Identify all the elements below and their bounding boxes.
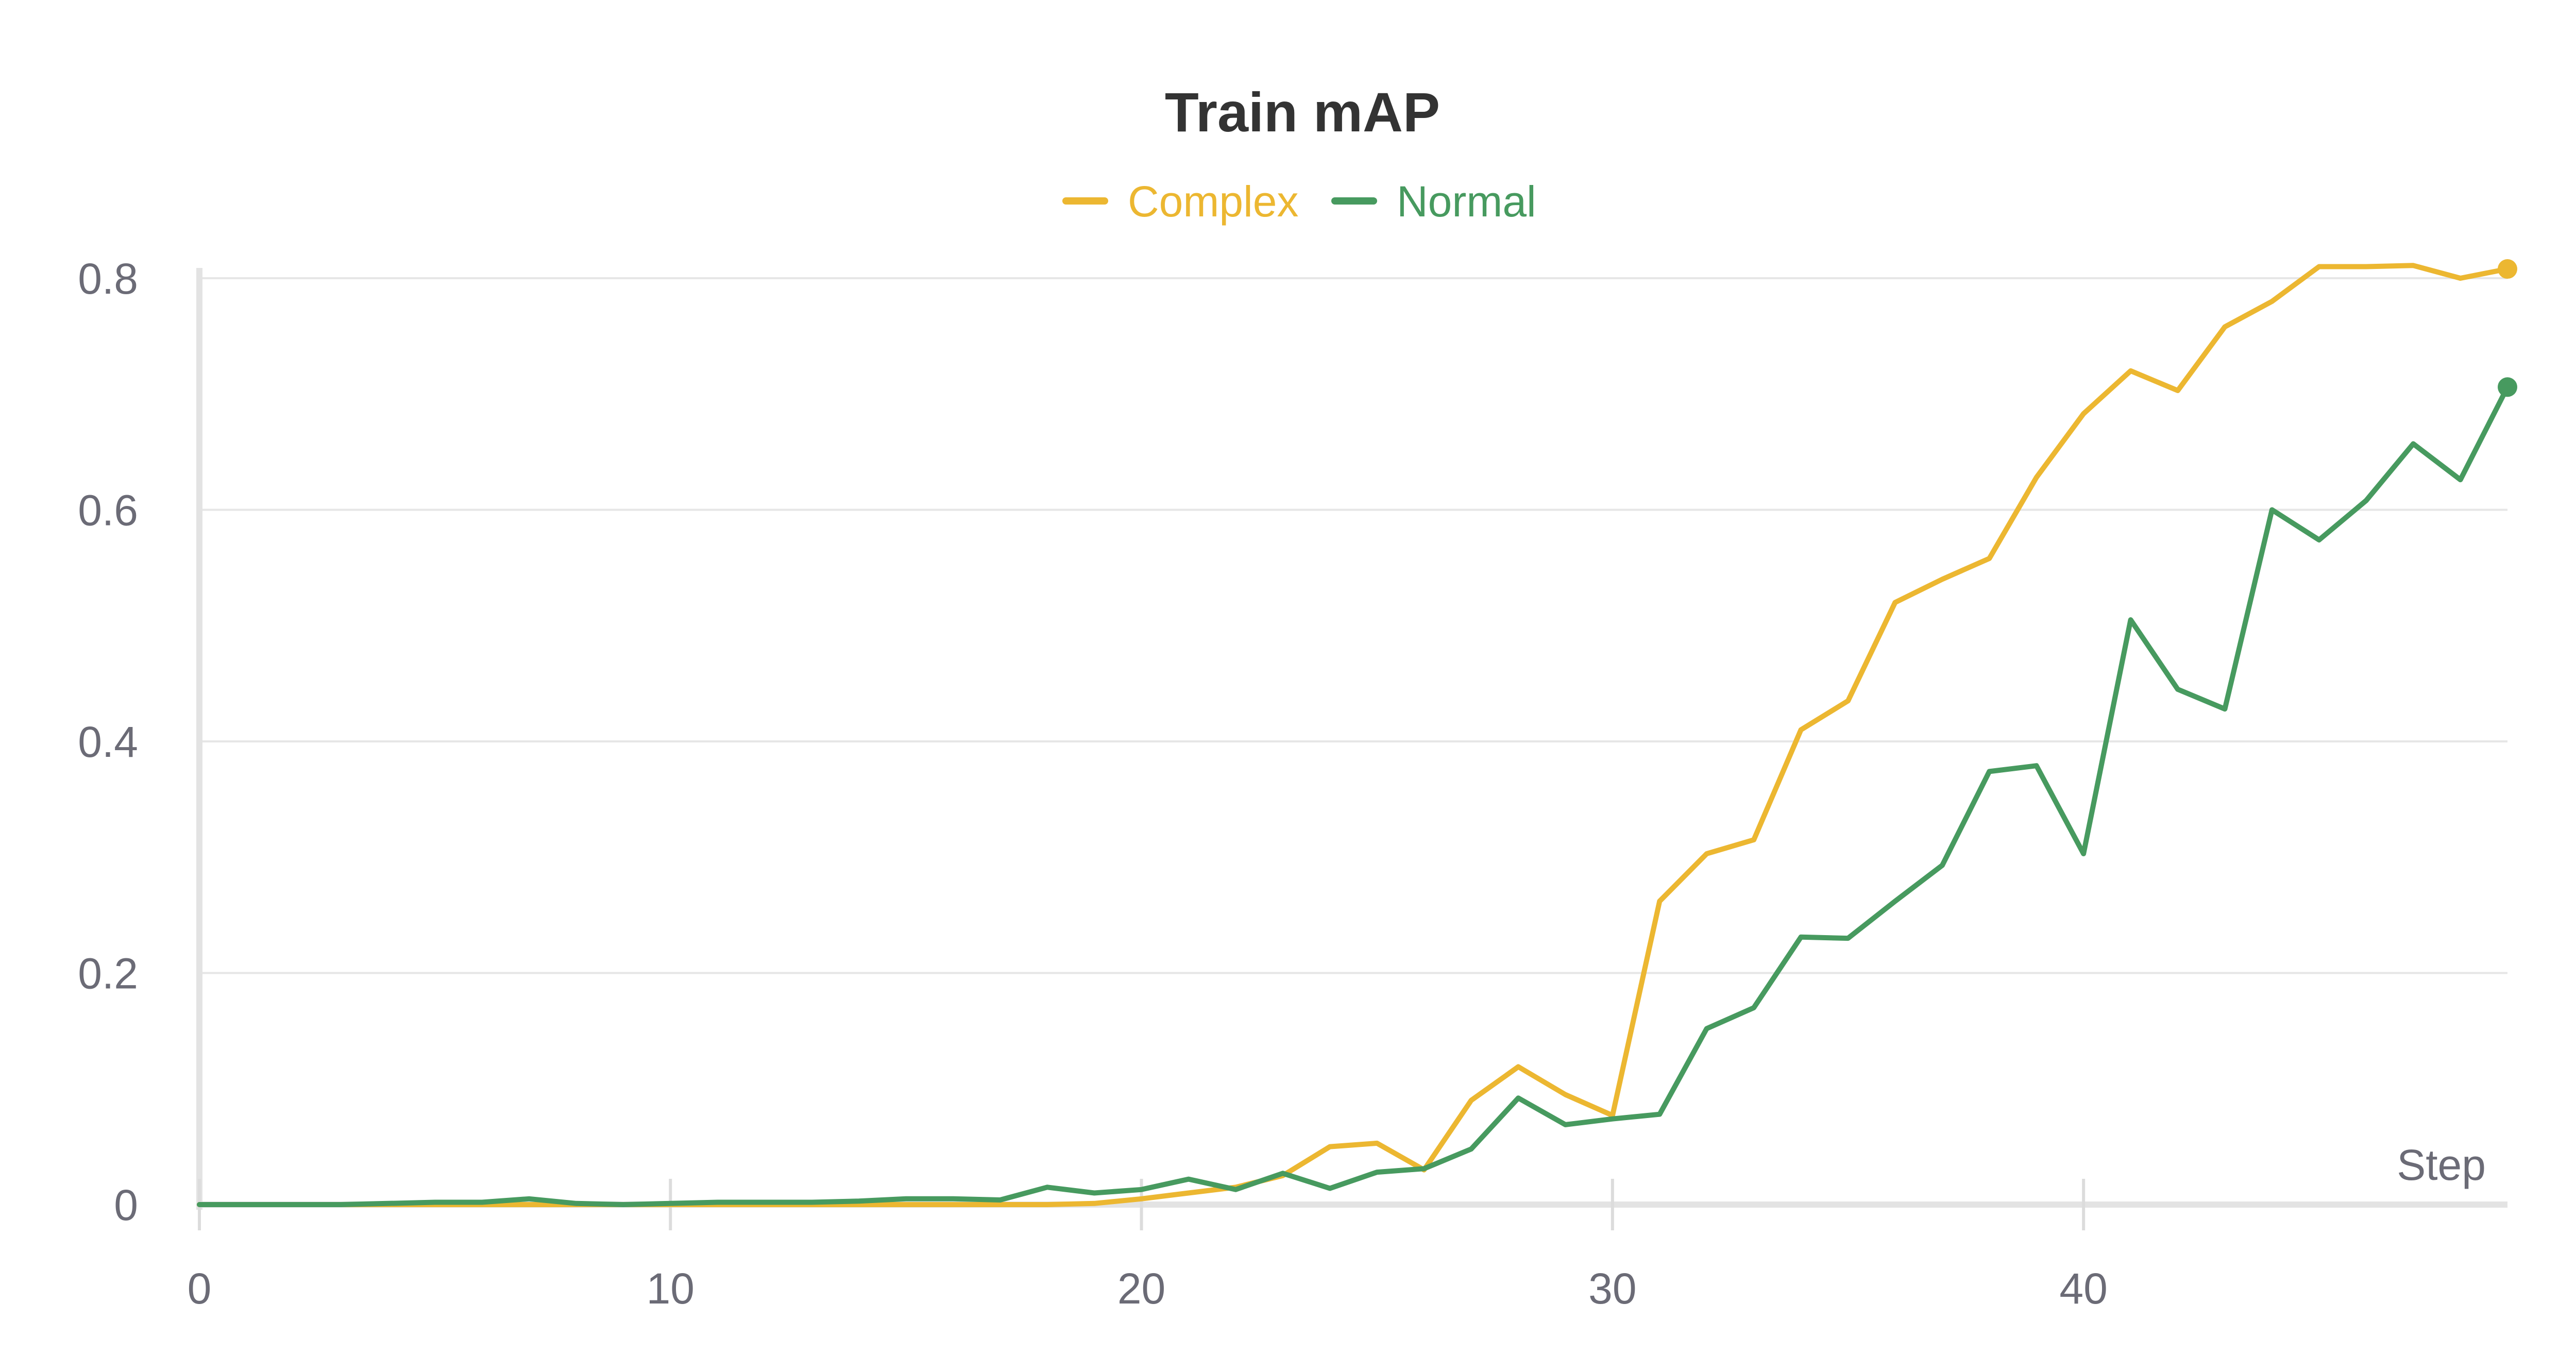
y-tick-label: 0.2 xyxy=(78,950,138,998)
x-axis-title: Step xyxy=(2397,1141,2486,1189)
legend-label: Normal xyxy=(1397,177,1536,226)
y-tick-label: 0.4 xyxy=(78,718,138,766)
x-tick-label: 0 xyxy=(188,1264,212,1313)
axes xyxy=(196,268,2507,1230)
series-end-point-normal xyxy=(2498,377,2517,397)
x-tick-label: 20 xyxy=(1117,1264,1165,1313)
legend-label: Complex xyxy=(1128,177,1298,226)
x-tick-label: 10 xyxy=(647,1264,694,1313)
series-line-complex xyxy=(197,263,2510,1207)
legend-item-complex[interactable]: Complex xyxy=(1062,177,1298,226)
gridlines xyxy=(199,277,2507,974)
x-tick-label: 30 xyxy=(1588,1264,1636,1313)
series-layer xyxy=(197,259,2517,1207)
x-tick-label: 40 xyxy=(2059,1264,2107,1313)
series-line-normal xyxy=(197,384,2510,1207)
tick-labels: 0 0.2 0.4 0.6 0.8 0 10 20 30 40 xyxy=(78,255,2108,1313)
chart-title: Train mAP xyxy=(1165,81,1440,143)
y-tick-label: 0.8 xyxy=(78,255,138,303)
legend-item-normal[interactable]: Normal xyxy=(1331,177,1536,226)
y-tick-label: 0 xyxy=(114,1181,138,1229)
series-end-point-complex xyxy=(2498,259,2517,279)
y-tick-label: 0.6 xyxy=(78,486,138,535)
legend: Complex Normal xyxy=(1062,177,1536,226)
